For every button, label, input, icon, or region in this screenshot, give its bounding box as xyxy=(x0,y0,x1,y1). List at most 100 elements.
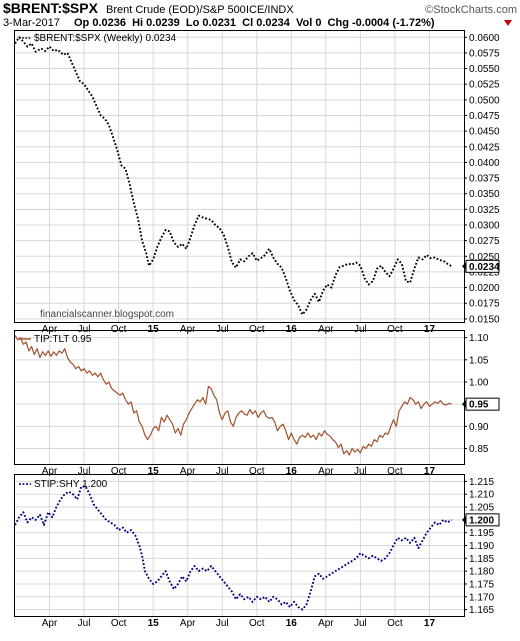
x-tick-label: 16 xyxy=(286,618,298,629)
y-tick-label: 0.0500 xyxy=(469,95,500,106)
last-value-label: 0.0234 xyxy=(469,262,500,273)
legend-panel-2: TIP:TLT 0.95 xyxy=(19,334,92,345)
series-line-3 xyxy=(14,485,453,611)
x-tick-label: Jul xyxy=(354,466,367,477)
last-value-label: 1.200 xyxy=(469,515,494,526)
header-brand: ©StockCharts.com xyxy=(425,4,517,16)
x-tick-label: Apr xyxy=(42,324,58,335)
y-tick-label: 0.0325 xyxy=(469,205,500,216)
x-tick-label: Apr xyxy=(318,324,334,335)
x-tick-label: 15 xyxy=(148,618,160,629)
x-tick-label: Jul xyxy=(78,324,91,335)
x-tick-label: Oct xyxy=(249,618,265,629)
y-tick-label: 1.180 xyxy=(469,567,494,578)
y-tick-label: 0.0575 xyxy=(469,48,500,59)
y-tick-label: 0.0375 xyxy=(469,174,500,185)
x-tick-label: Apr xyxy=(180,466,196,477)
header-exchange: ICE/INDX xyxy=(246,4,294,16)
series-lines xyxy=(14,36,453,611)
x-tick-label: Jul xyxy=(354,618,367,629)
y-tick-label: 0.0425 xyxy=(469,142,500,153)
legend-panel-1-text: $BRENT:$SPX (Weekly) 0.0234 xyxy=(34,33,177,44)
y-tick-label: 0.0275 xyxy=(469,236,500,247)
y-tick-label: 0.0525 xyxy=(469,80,500,91)
legend-panel-2-text: TIP:TLT 0.95 xyxy=(34,334,92,345)
x-tick-label: Oct xyxy=(111,618,127,629)
x-tick-label: Apr xyxy=(180,324,196,335)
last-value-pointer-icon xyxy=(462,262,466,271)
y-tick-label: 1.185 xyxy=(469,554,494,565)
x-tick-label: Oct xyxy=(387,466,403,477)
y-tick-label: 0.0550 xyxy=(469,64,500,75)
x-tick-label: Jul xyxy=(216,324,229,335)
legend-panel-1: $BRENT:$SPX (Weekly) 0.0234 xyxy=(19,33,177,44)
y-tick-label: 1.175 xyxy=(469,579,494,590)
chart-header: $BRENT:$SPX Brent Crude (EOD)/S&P 500 IC… xyxy=(3,0,517,29)
y-axis-ticks: 0.0600 0.0575 0.0550 0.0525 0.0500 0.0475 0.04… xyxy=(464,33,500,616)
x-tick-label: Apr xyxy=(42,466,58,477)
x-tick-label: Apr xyxy=(42,618,58,629)
y-tick-label: 0.0225 xyxy=(469,267,500,278)
y-tick-label: 0.85 xyxy=(469,444,489,455)
y-tick-label: 0.0150 xyxy=(469,314,500,325)
y-tick-label: 0.90 xyxy=(469,422,489,433)
x-tick-label: Jul xyxy=(216,466,229,477)
header-symbol: $BRENT:$SPX xyxy=(3,0,99,16)
y-tick-label: 0.0475 xyxy=(469,111,500,122)
y-tick-label: 1.165 xyxy=(469,605,494,616)
header-date: 3-Mar-2017 xyxy=(3,17,60,29)
y-tick-label: 0.0600 xyxy=(469,33,500,44)
x-tick-label: Apr xyxy=(318,466,334,477)
panel-1-frame xyxy=(14,30,465,323)
gridlines xyxy=(15,31,464,616)
x-tick-label: 17 xyxy=(424,324,436,335)
y-tick-label: 1.05 xyxy=(469,355,489,366)
header-ohlc: Op 0.0236 Hi 0.0239 Lo 0.0231 Cl 0.0234 … xyxy=(74,17,435,29)
y-tick-label: 1.210 xyxy=(469,490,494,501)
legend-panel-3: STIP:SHY 1.200 xyxy=(19,479,108,490)
x-tick-label: 16 xyxy=(286,466,298,477)
x-tick-label: Jul xyxy=(216,618,229,629)
y-tick-label: 0.0300 xyxy=(469,221,500,232)
x-tick-label: Oct xyxy=(249,324,265,335)
x-tick-label: Oct xyxy=(111,466,127,477)
x-axis-ticks: Apr Jul Oct 15 Apr Jul Oct 16 Apr Jul Oct 17 Apr Jul O… xyxy=(42,324,436,629)
last-value-pointer-icon xyxy=(462,515,466,524)
last-value-labels: 0.0234 0.95 1.200 xyxy=(462,259,500,527)
y-tick-label: 1.190 xyxy=(469,541,494,552)
series-line-2 xyxy=(14,335,452,456)
header-description: Brent Crude (EOD)/S&P 500 xyxy=(106,4,246,16)
x-tick-label: Apr xyxy=(180,618,196,629)
x-tick-label: Oct xyxy=(387,618,403,629)
y-tick-label: 0.0450 xyxy=(469,127,500,138)
x-tick-label: 17 xyxy=(424,618,436,629)
y-tick-label: 1.00 xyxy=(469,377,489,388)
y-tick-label: 1.215 xyxy=(469,477,494,488)
x-tick-label: Oct xyxy=(387,324,403,335)
x-tick-label: 15 xyxy=(148,324,160,335)
x-tick-label: 16 xyxy=(286,324,298,335)
x-tick-label: 15 xyxy=(148,466,160,477)
last-value-pointer-icon xyxy=(462,400,466,409)
x-tick-label: Jul xyxy=(354,324,367,335)
y-tick-label: 0.0350 xyxy=(469,189,500,200)
x-tick-label: Apr xyxy=(318,618,334,629)
x-tick-label: 17 xyxy=(424,466,436,477)
watermark: financialscanner.blogspot.com xyxy=(40,309,174,320)
legend-panel-3-text: STIP:SHY 1.200 xyxy=(34,479,108,490)
y-tick-label: 1.195 xyxy=(469,528,494,539)
y-tick-label: 1.10 xyxy=(469,333,489,344)
y-tick-label: 0.0175 xyxy=(469,299,500,310)
y-tick-label: 1.170 xyxy=(469,592,494,603)
last-value-label: 0.95 xyxy=(469,400,489,411)
y-tick-label: 0.0400 xyxy=(469,158,500,169)
x-tick-label: Jul xyxy=(78,466,91,477)
x-tick-label: Oct xyxy=(111,324,127,335)
y-tick-label: 0.0250 xyxy=(469,252,500,263)
x-tick-label: Oct xyxy=(249,466,265,477)
x-tick-label: Jul xyxy=(78,618,91,629)
y-tick-label: 0.0200 xyxy=(469,283,500,294)
down-arrow-icon xyxy=(504,20,512,26)
y-tick-label: 1.205 xyxy=(469,503,494,514)
